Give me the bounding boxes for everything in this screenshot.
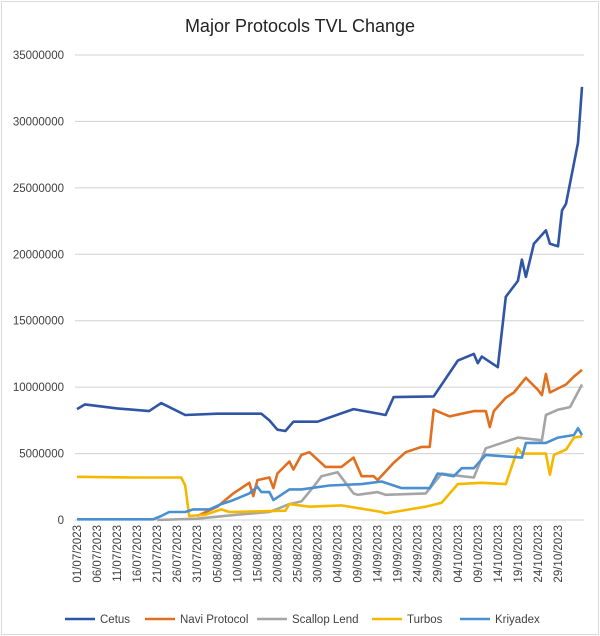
y-tick-label: 35000000 [13, 50, 64, 62]
legend-label: Kriyadex [495, 614, 540, 626]
y-tick-label: 15000000 [13, 316, 64, 328]
x-tick-label: 05/08/2023 [212, 525, 224, 583]
x-tick-label: 14/09/2023 [373, 525, 385, 583]
legend-item: Navi Protocol [145, 614, 248, 626]
x-tick-label: 14/10/2023 [493, 525, 505, 583]
legend-label: Scallop Lend [292, 614, 359, 626]
chart-title: Major Protocols TVL Change [185, 16, 415, 36]
series-line-kriyadex [77, 426, 584, 521]
x-tick-label: 29/10/2023 [553, 525, 565, 583]
series-line-navi-protocol [196, 368, 583, 518]
x-tick-label: 16/07/2023 [132, 525, 144, 583]
legend-label: Navi Protocol [180, 614, 248, 626]
y-tick-label: 5000000 [19, 449, 64, 461]
x-tick-label: 20/08/2023 [272, 525, 284, 583]
x-tick-label: 19/09/2023 [393, 525, 405, 583]
legend-item: Scallop Lend [257, 614, 359, 626]
x-tick-label: 19/10/2023 [513, 525, 525, 583]
x-tick-label: 04/10/2023 [453, 525, 465, 583]
series-line-turbos [76, 435, 583, 518]
x-tick-label: 21/07/2023 [152, 525, 164, 583]
x-tick-label: 24/10/2023 [533, 525, 545, 583]
x-tick-label: 24/09/2023 [413, 525, 425, 583]
legend-item: Kriyadex [460, 614, 540, 626]
y-tick-label: 30000000 [13, 116, 64, 128]
x-tick-label: 25/08/2023 [292, 525, 304, 583]
x-tick-label: 31/07/2023 [192, 525, 204, 583]
x-tick-label: 01/07/2023 [72, 525, 84, 583]
y-tick-label: 25000000 [13, 183, 64, 195]
series-line-scallop-lend [157, 383, 584, 522]
y-tick-label: 0 [58, 515, 64, 527]
x-tick-label: 29/09/2023 [433, 525, 445, 583]
x-tick-label: 09/10/2023 [473, 525, 485, 583]
x-tick-label: 06/07/2023 [92, 525, 104, 583]
y-tick-label: 20000000 [13, 249, 64, 261]
x-tick-label: 04/09/2023 [333, 525, 345, 583]
x-tick-label: 09/09/2023 [353, 525, 365, 583]
series-line-cetus [76, 86, 584, 433]
legend-item: Cetus [65, 614, 130, 626]
x-tick-label: 11/07/2023 [112, 525, 124, 582]
x-tick-label: 10/08/2023 [232, 525, 244, 583]
x-tick-label: 30/08/2023 [312, 525, 324, 583]
legend-item: Turbos [372, 614, 443, 626]
y-tick-label: 10000000 [13, 382, 64, 394]
legend-label: Cetus [100, 614, 130, 626]
x-tick-label: 15/08/2023 [252, 525, 264, 583]
legend-label: Turbos [407, 614, 443, 626]
x-tick-label: 26/07/2023 [172, 525, 184, 583]
